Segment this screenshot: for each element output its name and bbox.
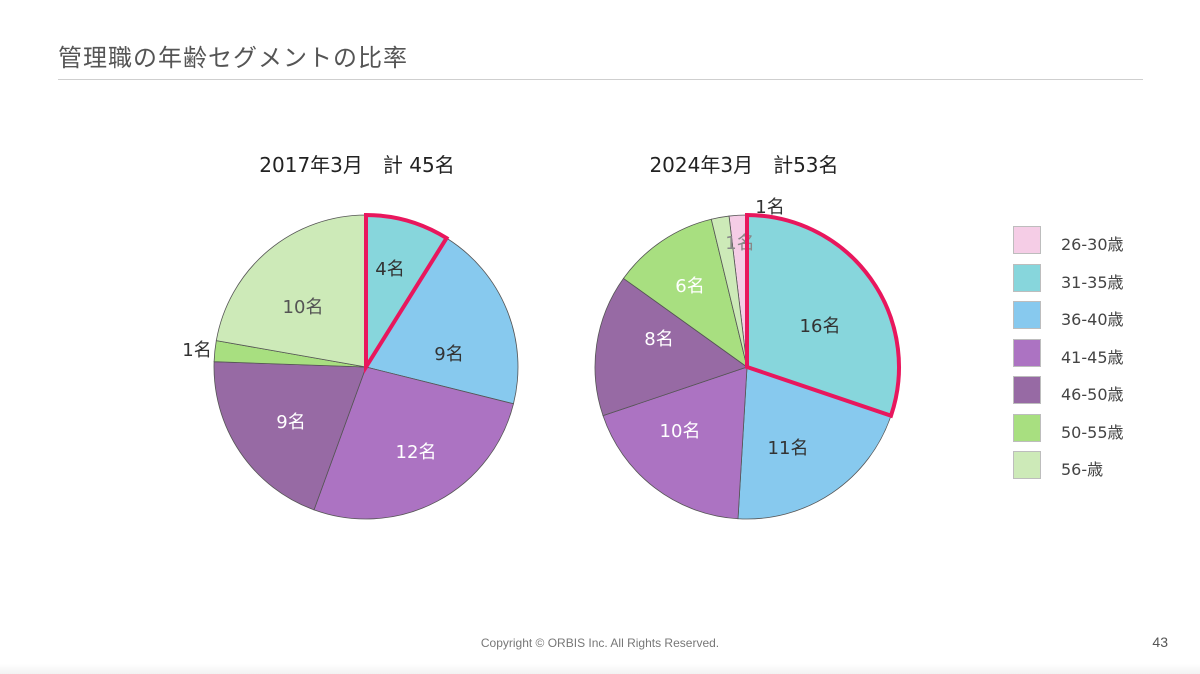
slice-label: 10名 [660, 421, 701, 442]
legend-label: 46-50歳 [1061, 385, 1124, 404]
slice-label: 10名 [283, 297, 324, 318]
legend-item: 50-55歳 [1013, 413, 1153, 444]
highlight-outline [364, 212, 450, 374]
slice-label: 1名 [182, 340, 211, 361]
legend-item: 41-45歳 [1013, 338, 1153, 369]
pie-chart-2: 2024年3月 計53名 1名 16名 11名 10名 8名 6名 1名 [594, 153, 901, 520]
slice-label: 9名 [434, 344, 463, 365]
legend-swatch [1013, 376, 1041, 404]
page-number: 43 [1152, 634, 1168, 650]
legend-swatch [1013, 338, 1041, 367]
legend-swatch [1013, 263, 1041, 292]
legend-swatch [1013, 301, 1041, 329]
legend-item: 31-35歳 [1013, 263, 1153, 294]
chart-title: 2017年3月 計 45名 [259, 153, 454, 177]
slice-label: 8名 [644, 329, 673, 350]
slice-label: 1名 [755, 197, 784, 218]
legend-label: 31-35歳 [1061, 272, 1124, 292]
legend-item: 56-歳 [1013, 451, 1153, 481]
pie-slice [313, 366, 514, 520]
pie-slice [737, 366, 892, 520]
legend-label: 50-55歳 [1061, 422, 1124, 442]
pie-slice [215, 214, 367, 368]
legend-swatch [1013, 451, 1041, 479]
copyright-footer: Copyright © ORBIS Inc. All Rights Reserv… [480, 636, 720, 650]
slice-label: 12名 [396, 442, 437, 463]
legend-item: 36-40歳 [1013, 301, 1153, 331]
legend-item: 26-30歳 [1013, 226, 1153, 256]
legend-swatch [1013, 226, 1041, 254]
pie-slice [594, 277, 748, 417]
legend-label: 36-40歳 [1061, 310, 1124, 329]
slice-label: 6名 [675, 276, 704, 297]
chart-title: 2024年3月 計53名 [649, 153, 838, 177]
legend-swatch [1013, 413, 1041, 442]
pie-slice [602, 366, 748, 520]
slice-label: 4名 [375, 259, 404, 280]
page-title: 管理職の年齢セグメントの比率 [58, 44, 408, 72]
pie-slice [365, 237, 519, 405]
title-divider [58, 79, 1143, 80]
slice-label: 9名 [276, 412, 305, 433]
slice-label: 1名 [725, 233, 754, 254]
pie-slice [710, 215, 748, 368]
pie-slice [622, 218, 748, 368]
highlight-outline [745, 212, 901, 419]
slice-label: 16名 [800, 316, 841, 337]
bottom-fade [0, 664, 1200, 674]
pie-slice [213, 361, 367, 511]
legend-label: 41-45歳 [1061, 347, 1124, 367]
legend-label: 56-歳 [1061, 460, 1104, 479]
pie-chart-1: 2017年3月 計 45名 4名 9名 12名 9名 1名 10名 [182, 153, 519, 520]
legend-label: 26-30歳 [1061, 235, 1124, 254]
slice-label: 11名 [768, 438, 809, 459]
legend-item: 46-50歳 [1013, 376, 1153, 406]
